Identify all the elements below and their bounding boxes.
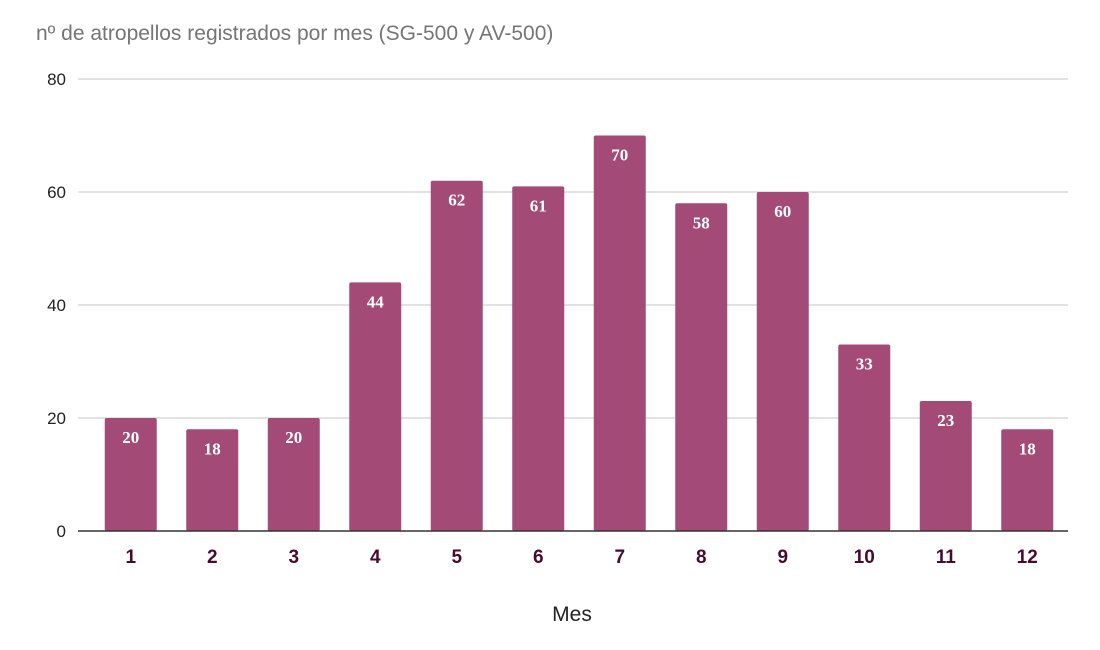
x-axis-title: Mes [552, 603, 592, 626]
bar-value-label: 60 [774, 202, 791, 221]
bars: 20 18 20 44 62 61 70 58 60 33 23 18 [104, 135, 1054, 532]
y-tick-label: 20 [47, 409, 66, 428]
x-tick-label: 9 [777, 547, 788, 568]
x-tick-label: 4 [370, 547, 381, 568]
bar [512, 186, 565, 531]
x-tick-label: 10 [854, 547, 875, 568]
x-tick-label: 8 [696, 547, 707, 568]
bar [593, 135, 646, 531]
bar-value-label: 33 [856, 355, 873, 374]
x-tick-label: 2 [207, 547, 218, 568]
bar-value-label: 18 [1019, 439, 1036, 458]
bar-value-label: 58 [693, 213, 710, 232]
y-tick-label: 40 [47, 296, 66, 315]
x-tick-label: 1 [125, 547, 136, 568]
bar-value-label: 20 [285, 428, 302, 447]
x-tick-label: 6 [533, 547, 544, 568]
bar-value-label: 20 [122, 428, 139, 447]
y-tick-label: 0 [57, 522, 66, 541]
x-tick-label: 3 [288, 547, 299, 568]
chart-title: nº de atropellos registrados por mes (SG… [36, 22, 554, 45]
bar-value-label: 23 [937, 411, 954, 430]
bar [756, 192, 809, 531]
x-tick-label: 5 [451, 547, 462, 568]
bar [349, 282, 402, 531]
gridlines [78, 78, 1068, 419]
bar [1001, 429, 1054, 531]
bar-value-label: 18 [204, 439, 221, 458]
bar [267, 418, 320, 531]
x-tick-label: 12 [1017, 547, 1038, 568]
bar [838, 344, 891, 531]
y-tick-label: 80 [47, 70, 66, 89]
bar [919, 401, 972, 531]
bar [186, 429, 239, 531]
bar-value-label: 44 [367, 292, 385, 311]
bar [430, 180, 483, 531]
bar [104, 418, 157, 531]
bar-value-label: 70 [611, 146, 628, 165]
bar [675, 203, 728, 532]
y-tick-label: 60 [47, 183, 66, 202]
x-tick-label: 7 [614, 547, 625, 568]
bar-value-label: 62 [448, 191, 465, 210]
x-tick-label: 11 [936, 547, 957, 568]
bar-value-label: 61 [530, 196, 547, 215]
